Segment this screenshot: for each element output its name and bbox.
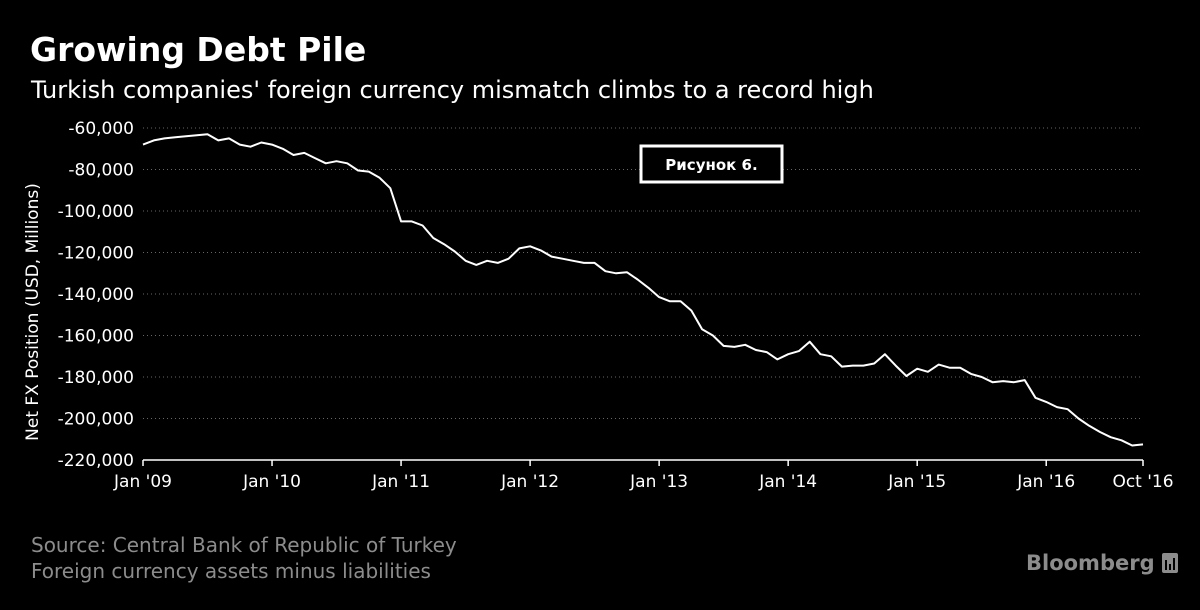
- bloomberg-terminal-icon: [1161, 553, 1178, 573]
- annotation-label: Рисунок 6.: [665, 156, 757, 174]
- y-axis-ticks: -60,000 -80,000 -100,000 -120,000 -140,000 -1…: [58, 119, 134, 471]
- x-tick-label: Jan '12: [500, 472, 559, 492]
- y-tick-label: -80,000: [68, 161, 134, 181]
- chart-subtitle: Turkish companies' foreign currency mism…: [31, 76, 874, 104]
- x-tick-label: Jan '13: [629, 472, 688, 492]
- x-tick-label: Jan '09: [113, 472, 172, 492]
- chart-title: Growing Debt Pile: [30, 30, 367, 69]
- y-tick-label: -220,000: [58, 451, 134, 471]
- x-tick-label: Jan '11: [371, 472, 430, 492]
- y-tick-label: -180,000: [58, 368, 134, 388]
- brand-name: Bloomberg: [1026, 551, 1155, 575]
- source-line-1: Source: Central Bank of Republic of Turk…: [31, 533, 457, 557]
- y-tick-label: -140,000: [58, 285, 134, 305]
- x-axis-ticks: Jan '09 Jan '10 Jan '11 Jan '12 Jan '13 Jan '…: [113, 460, 1174, 492]
- y-tick-label: -200,000: [58, 410, 134, 430]
- source-line-2: Foreign currency assets minus liabilitie…: [31, 559, 431, 583]
- y-tick-label: -160,000: [58, 327, 134, 347]
- y-axis-label: Net FX Position (USD, Millions): [23, 183, 43, 441]
- annotation-box: Рисунок 6.: [639, 144, 784, 184]
- x-tick-label: Jan '14: [758, 472, 817, 492]
- series-line: [142, 133, 1144, 447]
- x-tick-label: Jan '16: [1016, 472, 1075, 492]
- bloomberg-logo: Bloomberg: [1026, 551, 1178, 575]
- y-tick-label: -120,000: [58, 244, 134, 264]
- x-tick-label: Jan '15: [887, 472, 946, 492]
- x-tick-label: Jan '10: [242, 472, 301, 492]
- y-tick-label: -100,000: [58, 202, 134, 222]
- x-tick-label: Oct '16: [1112, 472, 1173, 492]
- source-note: Source: Central Bank of Republic of Turk…: [31, 532, 457, 584]
- y-tick-label: -60,000: [68, 119, 134, 139]
